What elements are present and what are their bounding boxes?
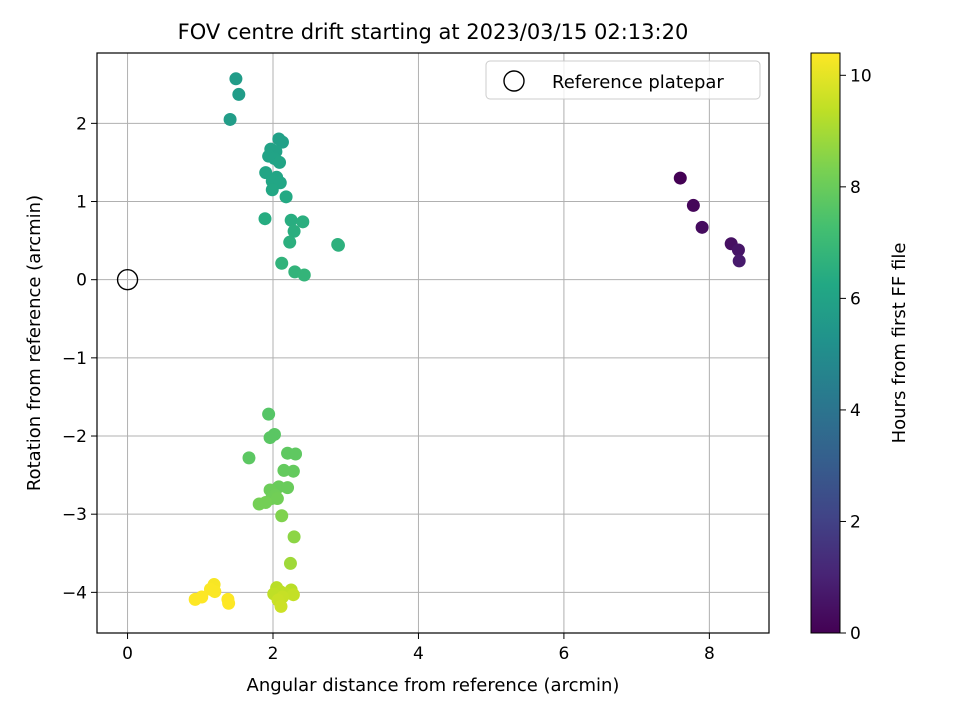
data-point <box>695 220 709 234</box>
data-point <box>242 451 256 465</box>
y-tick-label: 2 <box>76 114 87 134</box>
colorbar-tick-label: 10 <box>850 66 872 86</box>
data-point <box>331 238 345 252</box>
grid-lines <box>97 53 769 633</box>
data-point <box>259 495 273 509</box>
legend-marker <box>503 70 525 92</box>
colorbar-tick-label: 8 <box>850 178 861 198</box>
data-point <box>286 464 300 478</box>
colorbar <box>810 52 841 634</box>
data-point <box>275 135 289 149</box>
y-axis-label: Rotation from reference (arcmin) <box>24 195 45 491</box>
data-point <box>673 171 687 185</box>
data-point <box>275 256 289 270</box>
x-tick-label: 0 <box>122 644 133 664</box>
scatter-points <box>188 72 746 613</box>
data-point <box>287 530 301 544</box>
colorbar-tick-label: 0 <box>850 624 861 644</box>
data-point <box>731 243 745 257</box>
reference-point <box>116 268 139 291</box>
data-point <box>297 268 311 282</box>
x-tick-label: 4 <box>413 644 424 664</box>
colorbar-tick-label: 2 <box>850 512 861 532</box>
colorbar-label: Hours from first FF file <box>889 243 910 444</box>
colorbar-tick-label: 6 <box>850 289 861 309</box>
data-point <box>732 254 746 268</box>
y-tick-label: 1 <box>76 193 87 213</box>
data-point <box>222 596 236 610</box>
y-tick-label: −2 <box>62 427 87 447</box>
chart-title: FOV centre drift starting at 2023/03/15 … <box>178 20 689 44</box>
y-tick-label: −1 <box>62 349 87 369</box>
legend-label: Reference platepar <box>552 72 724 93</box>
data-point <box>275 509 289 523</box>
x-tick-label: 8 <box>704 644 715 664</box>
data-point <box>284 213 298 227</box>
data-point <box>232 87 246 101</box>
data-point <box>258 212 272 226</box>
y-tick-label: 0 <box>76 271 87 291</box>
y-axis-ticks: −4 −3 −2 −1 0 1 2 <box>62 114 97 603</box>
y-tick-label: −4 <box>62 583 87 603</box>
x-axis-label: Angular distance from reference (arcmin) <box>247 675 620 696</box>
data-point <box>277 463 291 477</box>
colorbar-ticks: 0 2 4 6 8 10 <box>840 66 872 644</box>
data-point <box>188 592 202 606</box>
data-point <box>296 215 310 229</box>
data-point <box>270 492 284 506</box>
plot-frame <box>96 52 770 634</box>
colorbar-tick-label: 4 <box>850 401 861 421</box>
data-point <box>229 72 243 86</box>
x-tick-label: 2 <box>268 644 279 664</box>
x-tick-label: 6 <box>558 644 569 664</box>
legend: Reference platepar <box>485 60 761 100</box>
data-point <box>289 447 303 461</box>
data-point <box>265 183 279 197</box>
y-tick-label: −3 <box>62 505 87 525</box>
data-point <box>263 431 277 445</box>
data-point <box>262 407 276 421</box>
data-point <box>281 481 295 495</box>
data-point <box>279 190 293 204</box>
data-point <box>223 112 237 126</box>
legend-box <box>485 60 761 100</box>
data-point <box>686 198 700 212</box>
data-point <box>274 599 288 613</box>
data-point <box>273 155 287 169</box>
x-axis-ticks: 0 2 4 6 8 <box>122 633 715 664</box>
data-point <box>283 556 297 570</box>
data-point <box>287 224 301 238</box>
data-point <box>208 585 222 599</box>
reference-marker <box>116 268 139 291</box>
data-point <box>286 588 300 602</box>
data-point <box>283 235 297 249</box>
